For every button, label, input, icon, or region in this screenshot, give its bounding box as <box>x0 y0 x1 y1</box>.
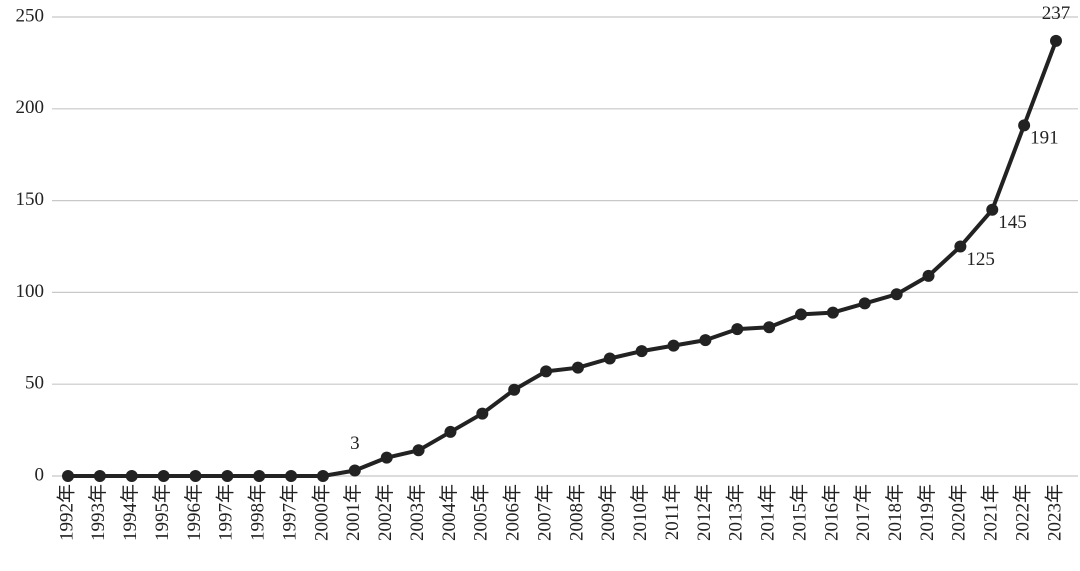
x-tick-label: 2011年 <box>661 484 683 540</box>
data-point <box>731 323 744 336</box>
x-tick-label: 2002年 <box>374 484 396 541</box>
x-tick-label: 1994年 <box>119 484 141 541</box>
data-point <box>476 407 489 420</box>
data-point <box>189 470 202 482</box>
data-point <box>285 470 298 482</box>
data-point <box>221 470 234 482</box>
data-point <box>1050 34 1062 47</box>
x-tick-label: 1998年 <box>247 484 269 541</box>
data-point <box>826 306 839 319</box>
x-tick-label: 2016年 <box>820 484 842 541</box>
data-point <box>125 470 138 482</box>
data-label: 145 <box>998 212 1027 233</box>
x-tick-label: 2006年 <box>502 484 524 541</box>
data-point <box>380 451 393 464</box>
x-tick-label: 2000年 <box>310 484 332 541</box>
data-point <box>922 269 935 282</box>
x-tick-label: 2009年 <box>597 484 619 541</box>
data-point <box>157 470 170 482</box>
x-tick-label: 1997年 <box>278 484 300 541</box>
data-point <box>1018 119 1031 132</box>
x-tick-label: 2020年 <box>948 484 970 541</box>
data-point <box>62 470 74 482</box>
data-point <box>763 321 776 334</box>
y-tick-label: 200 <box>16 97 45 118</box>
x-tick-label: 1992年 <box>55 484 77 541</box>
data-point <box>699 334 712 347</box>
data-label: 191 <box>1030 128 1059 149</box>
x-tick-label: 1997年 <box>215 484 237 541</box>
data-point <box>667 339 680 352</box>
x-tick-label: 2003年 <box>406 484 428 541</box>
data-point <box>795 308 808 321</box>
x-tick-label: 2023年 <box>1043 484 1065 541</box>
data-point <box>253 470 266 482</box>
x-tick-label: 2019年 <box>916 484 938 541</box>
x-tick-label: 2010年 <box>629 484 651 541</box>
x-tick-label: 2001年 <box>342 484 364 541</box>
data-point <box>858 297 871 310</box>
data-label: 3 <box>350 433 360 454</box>
x-tick-label: 2008年 <box>565 484 587 541</box>
data-point <box>316 470 329 482</box>
data-point <box>954 240 967 253</box>
data-label: 125 <box>966 249 995 270</box>
x-tick-label: 2015年 <box>788 484 810 541</box>
data-line <box>68 40 1058 478</box>
x-tick-label: 2005年 <box>470 484 492 541</box>
y-tick-label: 100 <box>16 281 45 302</box>
x-tick-label: 1995年 <box>151 484 173 541</box>
x-tick-label: 2012年 <box>693 484 715 541</box>
y-tick-label: 150 <box>16 189 45 210</box>
x-tick-label: 1993年 <box>87 484 109 541</box>
data-point <box>444 425 457 438</box>
x-tick-label: 2004年 <box>438 484 460 541</box>
data-point <box>540 365 553 378</box>
x-tick-label: 2013年 <box>725 484 747 541</box>
y-tick-label: 50 <box>25 373 44 394</box>
x-tick-label: 2022年 <box>1011 484 1033 541</box>
x-tick-label: 1996年 <box>183 484 205 541</box>
data-point <box>603 352 616 365</box>
x-tick-label: 2014年 <box>757 484 779 541</box>
x-tick-label: 2007年 <box>533 484 555 541</box>
data-point <box>890 288 903 301</box>
data-point <box>93 470 106 482</box>
x-tick-label: 2017年 <box>852 484 874 541</box>
x-tick-label: 2018年 <box>884 484 906 541</box>
data-point <box>986 203 999 216</box>
y-tick-label: 0 <box>35 464 45 485</box>
x-tick-label: 2021年 <box>980 484 1002 541</box>
y-tick-label: 250 <box>16 5 45 26</box>
data-point <box>635 345 648 358</box>
data-label: 237 <box>1042 3 1071 24</box>
data-point <box>571 361 584 374</box>
data-point <box>348 464 361 477</box>
data-point <box>412 444 425 457</box>
data-point <box>508 383 521 396</box>
